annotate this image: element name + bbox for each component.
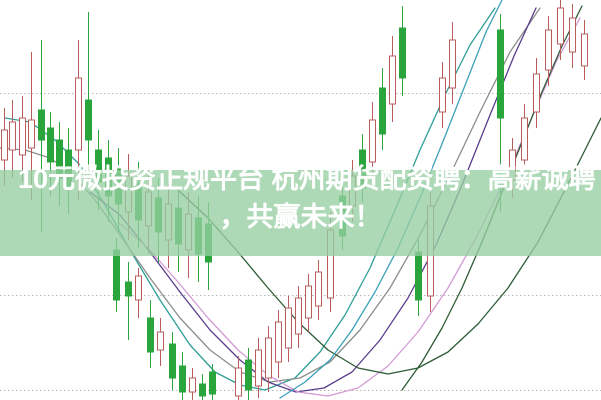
candle-body <box>125 281 132 297</box>
candlestick <box>245 348 252 400</box>
candle-body <box>449 39 456 89</box>
candle-body <box>285 307 292 349</box>
candlestick <box>569 4 576 68</box>
candle-body <box>179 365 186 393</box>
candlestick <box>179 352 186 400</box>
candle-body <box>209 371 216 395</box>
candlestick <box>135 268 142 318</box>
candlestick <box>169 332 176 390</box>
candlestick <box>389 36 396 122</box>
candle-body <box>275 321 282 363</box>
candle-body <box>255 349 262 387</box>
candle-body <box>545 29 552 71</box>
candle-body <box>135 275 142 301</box>
candle-body <box>147 317 154 353</box>
candlestick <box>85 12 92 178</box>
candle-body <box>85 99 92 141</box>
candlestick <box>399 6 406 96</box>
candlestick <box>545 16 552 86</box>
candle-body <box>113 249 120 301</box>
candle-body <box>569 17 576 53</box>
candlestick <box>125 262 132 340</box>
candle-body <box>379 87 386 135</box>
candlestick <box>305 274 312 332</box>
candlestick <box>285 296 292 362</box>
candle-body <box>295 297 302 335</box>
candle-body <box>9 121 16 151</box>
candlestick <box>439 62 446 128</box>
candlestick <box>147 300 154 368</box>
candlestick <box>557 0 564 60</box>
candle-body <box>199 383 206 397</box>
candlestick <box>533 58 540 128</box>
candle-body <box>415 251 422 301</box>
candle-body <box>189 377 196 393</box>
candlestick <box>275 310 282 378</box>
candle-body <box>533 73 540 113</box>
candle-body <box>245 359 252 391</box>
candle-body <box>369 119 376 163</box>
candlestick <box>521 104 528 178</box>
candlestick <box>19 96 26 182</box>
candle-body <box>75 77 82 151</box>
candle-body <box>497 29 504 119</box>
candle-body <box>389 55 396 105</box>
candlestick <box>379 68 386 150</box>
candle-body <box>1 129 8 161</box>
candlestick <box>449 22 456 104</box>
candle-body <box>521 117 528 161</box>
promo-text-line-2: ，共赢未来！ <box>219 202 382 232</box>
candlestick <box>157 318 164 366</box>
candle-body <box>169 343 176 379</box>
candlestick <box>581 20 588 80</box>
candle-body <box>557 7 564 45</box>
candlestick <box>255 338 262 398</box>
candle-body <box>265 337 272 379</box>
candle-body <box>581 33 588 67</box>
candle-body <box>315 271 322 307</box>
candle-body <box>235 367 242 397</box>
candlestick <box>199 374 206 400</box>
candle-body <box>305 285 312 319</box>
promo-text-line-1: 10元微投资正规平台 杭州期货配资聘：高薪诚聘 <box>18 164 596 194</box>
candlestick <box>189 368 196 400</box>
candlestick <box>209 364 216 400</box>
candle-body <box>439 77 446 113</box>
candle-body <box>19 117 26 156</box>
candle-body <box>28 119 35 149</box>
promo-text-banner: 10元微投资正规平台 杭州期货配资聘：高薪诚聘 ，共赢未来！ <box>0 166 601 256</box>
candle-body <box>38 109 45 141</box>
candlestick <box>295 286 302 348</box>
candlestick <box>315 260 322 320</box>
ma-line <box>89 7 537 393</box>
candle-body <box>47 127 54 163</box>
candle-body <box>157 331 164 351</box>
candlestick <box>235 356 242 400</box>
candlestick <box>369 102 376 178</box>
candlestick <box>9 100 16 178</box>
candlestick <box>265 326 272 392</box>
candle-body <box>399 27 406 79</box>
